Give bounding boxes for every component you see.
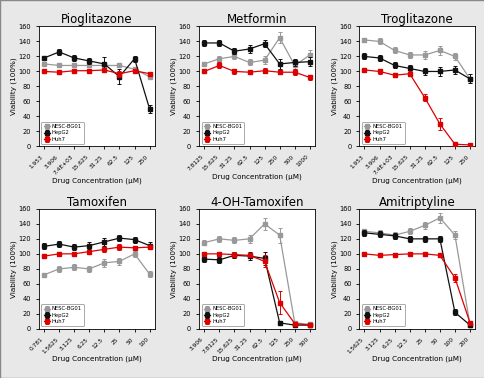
Y-axis label: Viability (100%): Viability (100%) xyxy=(331,58,337,115)
Legend: NESC-BG01, HepG2, Huh7: NESC-BG01, HepG2, Huh7 xyxy=(361,304,404,326)
Title: Pioglitazone: Pioglitazone xyxy=(61,14,133,26)
Legend: NESC-BG01, HepG2, Huh7: NESC-BG01, HepG2, Huh7 xyxy=(41,304,84,326)
Title: Amitriptyline: Amitriptyline xyxy=(378,196,454,209)
Title: 4-OH-Tamoxifen: 4-OH-Tamoxifen xyxy=(210,196,303,209)
Y-axis label: Viability (100%): Viability (100%) xyxy=(11,240,17,297)
Title: Metformin: Metformin xyxy=(227,14,287,26)
Y-axis label: Viability (100%): Viability (100%) xyxy=(170,240,177,297)
X-axis label: Drug Concentration (μM): Drug Concentration (μM) xyxy=(212,174,302,180)
X-axis label: Drug Concentration (μM): Drug Concentration (μM) xyxy=(52,177,141,184)
Y-axis label: Viability (100%): Viability (100%) xyxy=(11,58,17,115)
Title: Troglitazone: Troglitazone xyxy=(380,14,452,26)
Y-axis label: Viability (100%): Viability (100%) xyxy=(170,58,177,115)
Legend: NESC-BG01, HepG2, Huh7: NESC-BG01, HepG2, Huh7 xyxy=(361,122,404,144)
X-axis label: Drug Concentration (μM): Drug Concentration (μM) xyxy=(212,356,302,363)
X-axis label: Drug Concentration (μM): Drug Concentration (μM) xyxy=(372,177,461,184)
Legend: NESC-BG01, HepG2, Huh7: NESC-BG01, HepG2, Huh7 xyxy=(201,122,244,144)
Y-axis label: Viability (100%): Viability (100%) xyxy=(331,240,337,297)
Title: Tamoxifen: Tamoxifen xyxy=(67,196,127,209)
X-axis label: Drug Concentration (μM): Drug Concentration (μM) xyxy=(372,356,461,363)
Legend: NESC-BG01, HepG2, Huh7: NESC-BG01, HepG2, Huh7 xyxy=(41,122,84,144)
X-axis label: Drug Concentration (μM): Drug Concentration (μM) xyxy=(52,356,141,363)
Legend: NESC-BG01, HepG2, Huh7: NESC-BG01, HepG2, Huh7 xyxy=(201,304,244,326)
